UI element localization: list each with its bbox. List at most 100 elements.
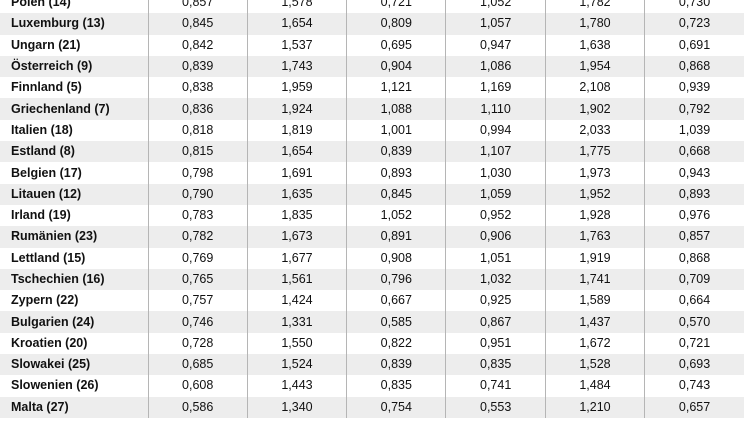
value-cell: 1,902 <box>544 98 645 120</box>
value-cell: 0,723 <box>644 13 744 35</box>
value-cell: 0,792 <box>644 98 744 120</box>
country-cell: Polen (14) <box>0 0 148 14</box>
value-cell: 1,578 <box>246 0 347 14</box>
value-cell: 1,638 <box>544 34 645 56</box>
value-cell: 1,819 <box>246 119 347 142</box>
value-cell: 1,059 <box>445 183 546 205</box>
value-cell: 1,928 <box>544 204 645 227</box>
country-cell: Kroatien (20) <box>0 332 148 355</box>
country-cell: Finnland (5) <box>0 77 148 99</box>
value-cell: 1,051 <box>445 247 546 269</box>
value-cell: 1,110 <box>445 98 546 120</box>
value-cell: 0,608 <box>147 375 248 397</box>
value-cell: 0,867 <box>445 311 546 333</box>
table-row: Luxemburg (13) 0,845 1,654 0,809 1,057 1,780 0… <box>0 13 744 35</box>
value-cell: 1,973 <box>544 162 645 184</box>
value-cell: 0,798 <box>147 162 248 184</box>
value-cell: 0,868 <box>644 55 744 78</box>
value-cell: 1,121 <box>346 77 446 99</box>
value-cell: 1,589 <box>544 290 645 312</box>
value-cell: 1,086 <box>445 55 546 78</box>
country-cell: Österreich (9) <box>0 55 148 78</box>
value-cell: 0,586 <box>147 396 248 418</box>
value-cell: 1,331 <box>246 311 347 333</box>
value-cell: 0,893 <box>346 162 446 184</box>
value-cell: 1,959 <box>246 77 347 99</box>
value-cell: 1,443 <box>246 375 347 397</box>
value-cell: 0,836 <box>147 98 248 120</box>
value-cell: 0,822 <box>346 332 446 355</box>
value-cell: 0,657 <box>644 396 744 418</box>
value-cell: 0,857 <box>147 0 248 14</box>
table-row: Belgien (17) 0,798 1,691 0,893 1,030 1,973 0,9… <box>0 162 744 184</box>
table-row: Malta (27) 0,586 1,340 0,754 0,553 1,210 0,657 <box>0 396 744 418</box>
value-cell: 0,709 <box>644 268 744 291</box>
value-cell: 0,845 <box>346 183 446 205</box>
value-cell: 0,835 <box>445 354 546 376</box>
country-cell: Lettland (15) <box>0 247 148 269</box>
value-cell: 1,654 <box>246 141 347 163</box>
value-cell: 0,553 <box>445 396 546 418</box>
value-cell: 0,857 <box>644 226 744 248</box>
country-cell: Estland (8) <box>0 141 148 163</box>
value-cell: 1,763 <box>544 226 645 248</box>
table-row: Griechenland (7) 0,836 1,924 1,088 1,110 1,90… <box>0 98 744 120</box>
table-row: Italien (18) 0,818 1,819 1,001 0,994 2,033 1,0… <box>0 119 744 142</box>
country-cell: Irland (19) <box>0 204 148 227</box>
value-cell: 1,835 <box>246 204 347 227</box>
value-cell: 0,585 <box>346 311 446 333</box>
table-row: Bulgarien (24) 0,746 1,331 0,585 0,867 1,437 0… <box>0 311 744 333</box>
table-row: Zypern (22) 0,757 1,424 0,667 0,925 1,589 0,66… <box>0 290 744 312</box>
value-cell: 0,908 <box>346 247 446 269</box>
value-cell: 0,951 <box>445 332 546 355</box>
table-row: Litauen (12) 0,790 1,635 0,845 1,059 1,952 0,8… <box>0 183 744 205</box>
value-cell: 1,052 <box>346 204 446 227</box>
value-cell: 0,796 <box>346 268 446 291</box>
country-cell: Griechenland (7) <box>0 98 148 120</box>
value-cell: 1,635 <box>246 183 347 205</box>
value-cell: 0,746 <box>147 311 248 333</box>
value-cell: 1,039 <box>644 119 744 142</box>
value-cell: 1,537 <box>246 34 347 56</box>
value-cell: 1,782 <box>544 0 645 14</box>
country-cell: Ungarn (21) <box>0 34 148 56</box>
value-cell: 1,741 <box>544 268 645 291</box>
value-cell: 2,033 <box>544 119 645 142</box>
value-cell: 0,947 <box>445 34 546 56</box>
value-cell: 1,954 <box>544 55 645 78</box>
value-cell: 1,088 <box>346 98 446 120</box>
value-cell: 1,057 <box>445 13 546 35</box>
value-cell: 1,677 <box>246 247 347 269</box>
table-row: Polen (14) 0,857 1,578 0,721 1,052 1,782 0,730 <box>0 0 744 14</box>
value-cell: 1,052 <box>445 0 546 14</box>
value-cell: 1,550 <box>246 332 347 355</box>
value-cell: 0,906 <box>445 226 546 248</box>
value-cell: 1,528 <box>544 354 645 376</box>
value-cell: 1,673 <box>246 226 347 248</box>
country-cell: Italien (18) <box>0 119 148 142</box>
value-cell: 0,685 <box>147 354 248 376</box>
country-cell: Slowenien (26) <box>0 375 148 397</box>
value-cell: 0,769 <box>147 247 248 269</box>
country-cell: Luxemburg (13) <box>0 13 148 35</box>
value-cell: 1,032 <box>445 268 546 291</box>
value-cell: 1,780 <box>544 13 645 35</box>
value-cell: 1,775 <box>544 141 645 163</box>
table-row: Lettland (15) 0,769 1,677 0,908 1,051 1,919 0,… <box>0 247 744 269</box>
value-cell: 0,721 <box>346 0 446 14</box>
value-cell: 0,570 <box>644 311 744 333</box>
value-cell: 0,782 <box>147 226 248 248</box>
value-cell: 0,743 <box>644 375 744 397</box>
value-cell: 0,839 <box>346 354 446 376</box>
value-cell: 0,691 <box>644 34 744 56</box>
country-cell: Malta (27) <box>0 396 148 418</box>
value-cell: 0,783 <box>147 204 248 227</box>
table-row: Ungarn (21) 0,842 1,537 0,695 0,947 1,638 0,69… <box>0 34 744 56</box>
value-cell: 0,721 <box>644 332 744 355</box>
value-cell: 1,340 <box>246 396 347 418</box>
table-row: Tschechien (16) 0,765 1,561 0,796 1,032 1,741… <box>0 268 744 291</box>
value-cell: 1,561 <box>246 268 347 291</box>
